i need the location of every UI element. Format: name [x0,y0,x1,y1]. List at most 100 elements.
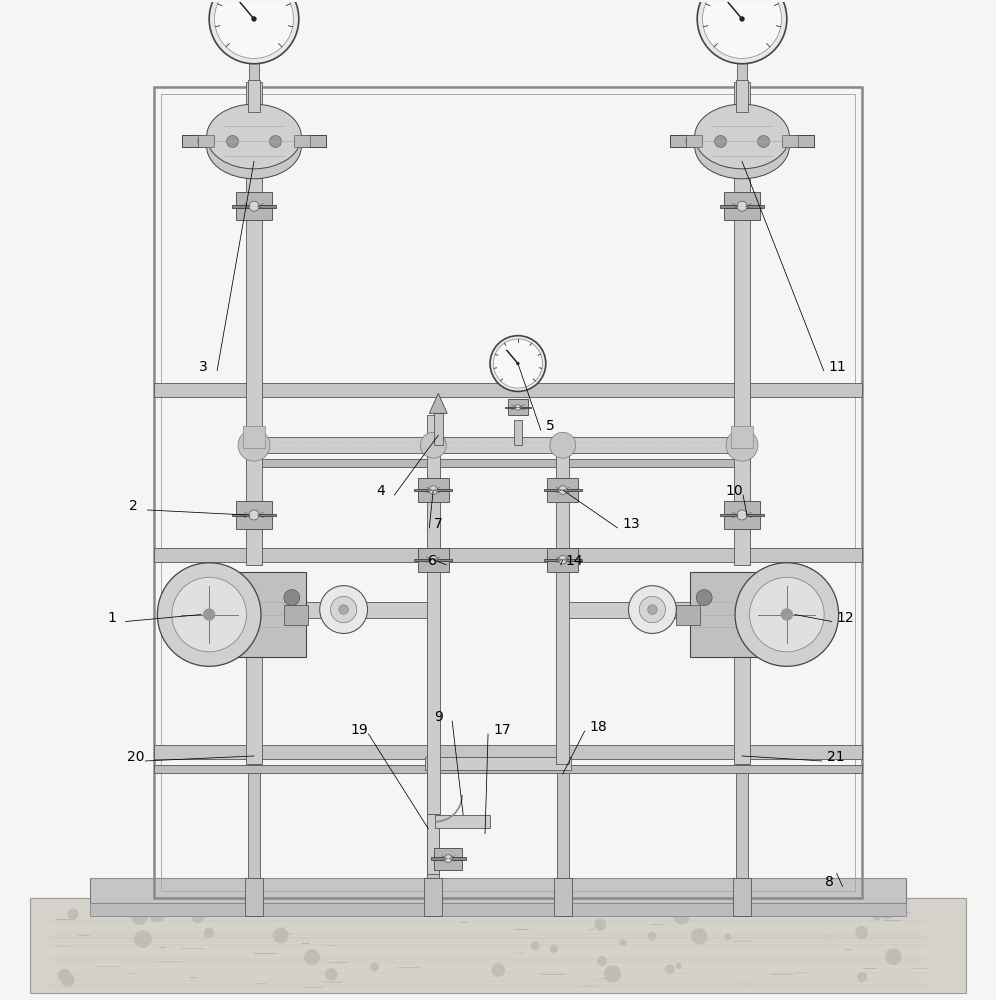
Circle shape [298,135,310,147]
Circle shape [444,855,452,863]
Text: 14: 14 [566,554,584,568]
Circle shape [879,903,895,919]
Circle shape [675,963,681,969]
Bar [284,605,308,624]
Text: 8: 8 [825,875,834,889]
Circle shape [203,608,215,621]
Bar [670,135,814,147]
Bar [514,420,522,445]
Circle shape [647,605,657,614]
Text: 20: 20 [127,750,145,764]
Circle shape [273,928,289,943]
Circle shape [604,965,622,983]
Circle shape [702,0,782,58]
Circle shape [620,939,626,946]
Circle shape [595,919,607,931]
Bar [544,489,582,491]
Bar [154,87,862,898]
Circle shape [270,135,282,147]
Circle shape [559,555,567,564]
Bar [434,848,462,857]
Circle shape [492,963,505,977]
Bar [434,860,462,870]
Circle shape [550,945,558,953]
Circle shape [214,0,294,58]
Circle shape [331,596,357,623]
Bar [734,654,750,764]
Bar [427,764,439,878]
Text: 4: 4 [376,484,385,498]
Bar [547,548,579,559]
Bar [782,135,798,147]
Circle shape [665,964,674,974]
Circle shape [249,201,259,211]
Bar [154,745,862,759]
Bar [734,82,750,445]
Bar [733,878,751,916]
Text: 17: 17 [493,723,511,737]
Text: 10: 10 [725,484,743,498]
Circle shape [420,432,446,458]
Bar [508,399,528,407]
Circle shape [198,135,210,147]
Bar [154,383,862,397]
Bar [236,208,272,220]
Bar [724,208,760,220]
Circle shape [339,605,349,614]
Circle shape [856,926,869,939]
Circle shape [648,932,656,940]
Text: 9: 9 [434,710,443,724]
Circle shape [639,596,665,623]
Bar [182,135,326,147]
Ellipse shape [695,104,790,169]
Bar [417,478,449,489]
Bar [417,491,449,502]
Bar [414,489,452,491]
Circle shape [284,590,300,606]
Circle shape [191,910,205,923]
Text: 19: 19 [351,723,369,737]
Bar [724,501,760,514]
Circle shape [781,608,793,621]
Bar [236,501,272,514]
Bar [245,878,263,916]
Bar [556,445,570,764]
Bar [414,559,452,561]
Bar [246,445,262,565]
Circle shape [61,973,75,987]
Text: 5: 5 [546,419,555,433]
Circle shape [325,968,338,981]
Text: 1: 1 [108,611,117,625]
Bar [690,572,785,657]
Bar [734,445,750,565]
Circle shape [726,429,758,461]
Text: 6: 6 [428,554,437,568]
Bar [554,878,572,916]
Circle shape [429,555,437,564]
Bar [505,407,531,408]
Polygon shape [429,393,447,413]
Circle shape [691,928,707,944]
Circle shape [68,909,79,920]
Bar [246,82,262,445]
Circle shape [597,956,608,966]
Bar [246,437,750,453]
Bar [425,757,571,770]
Bar [212,572,307,657]
Circle shape [429,486,437,494]
Ellipse shape [207,104,302,169]
Circle shape [739,16,745,22]
Bar [248,80,260,112]
Circle shape [490,336,546,391]
Ellipse shape [207,114,302,179]
Circle shape [204,928,214,938]
Bar [736,80,748,112]
Bar [547,561,579,572]
Text: 13: 13 [622,517,640,531]
Circle shape [531,941,540,950]
Text: 3: 3 [199,360,208,374]
Bar [294,135,310,147]
Bar [557,764,569,878]
Bar [567,602,738,618]
Bar [426,415,440,814]
